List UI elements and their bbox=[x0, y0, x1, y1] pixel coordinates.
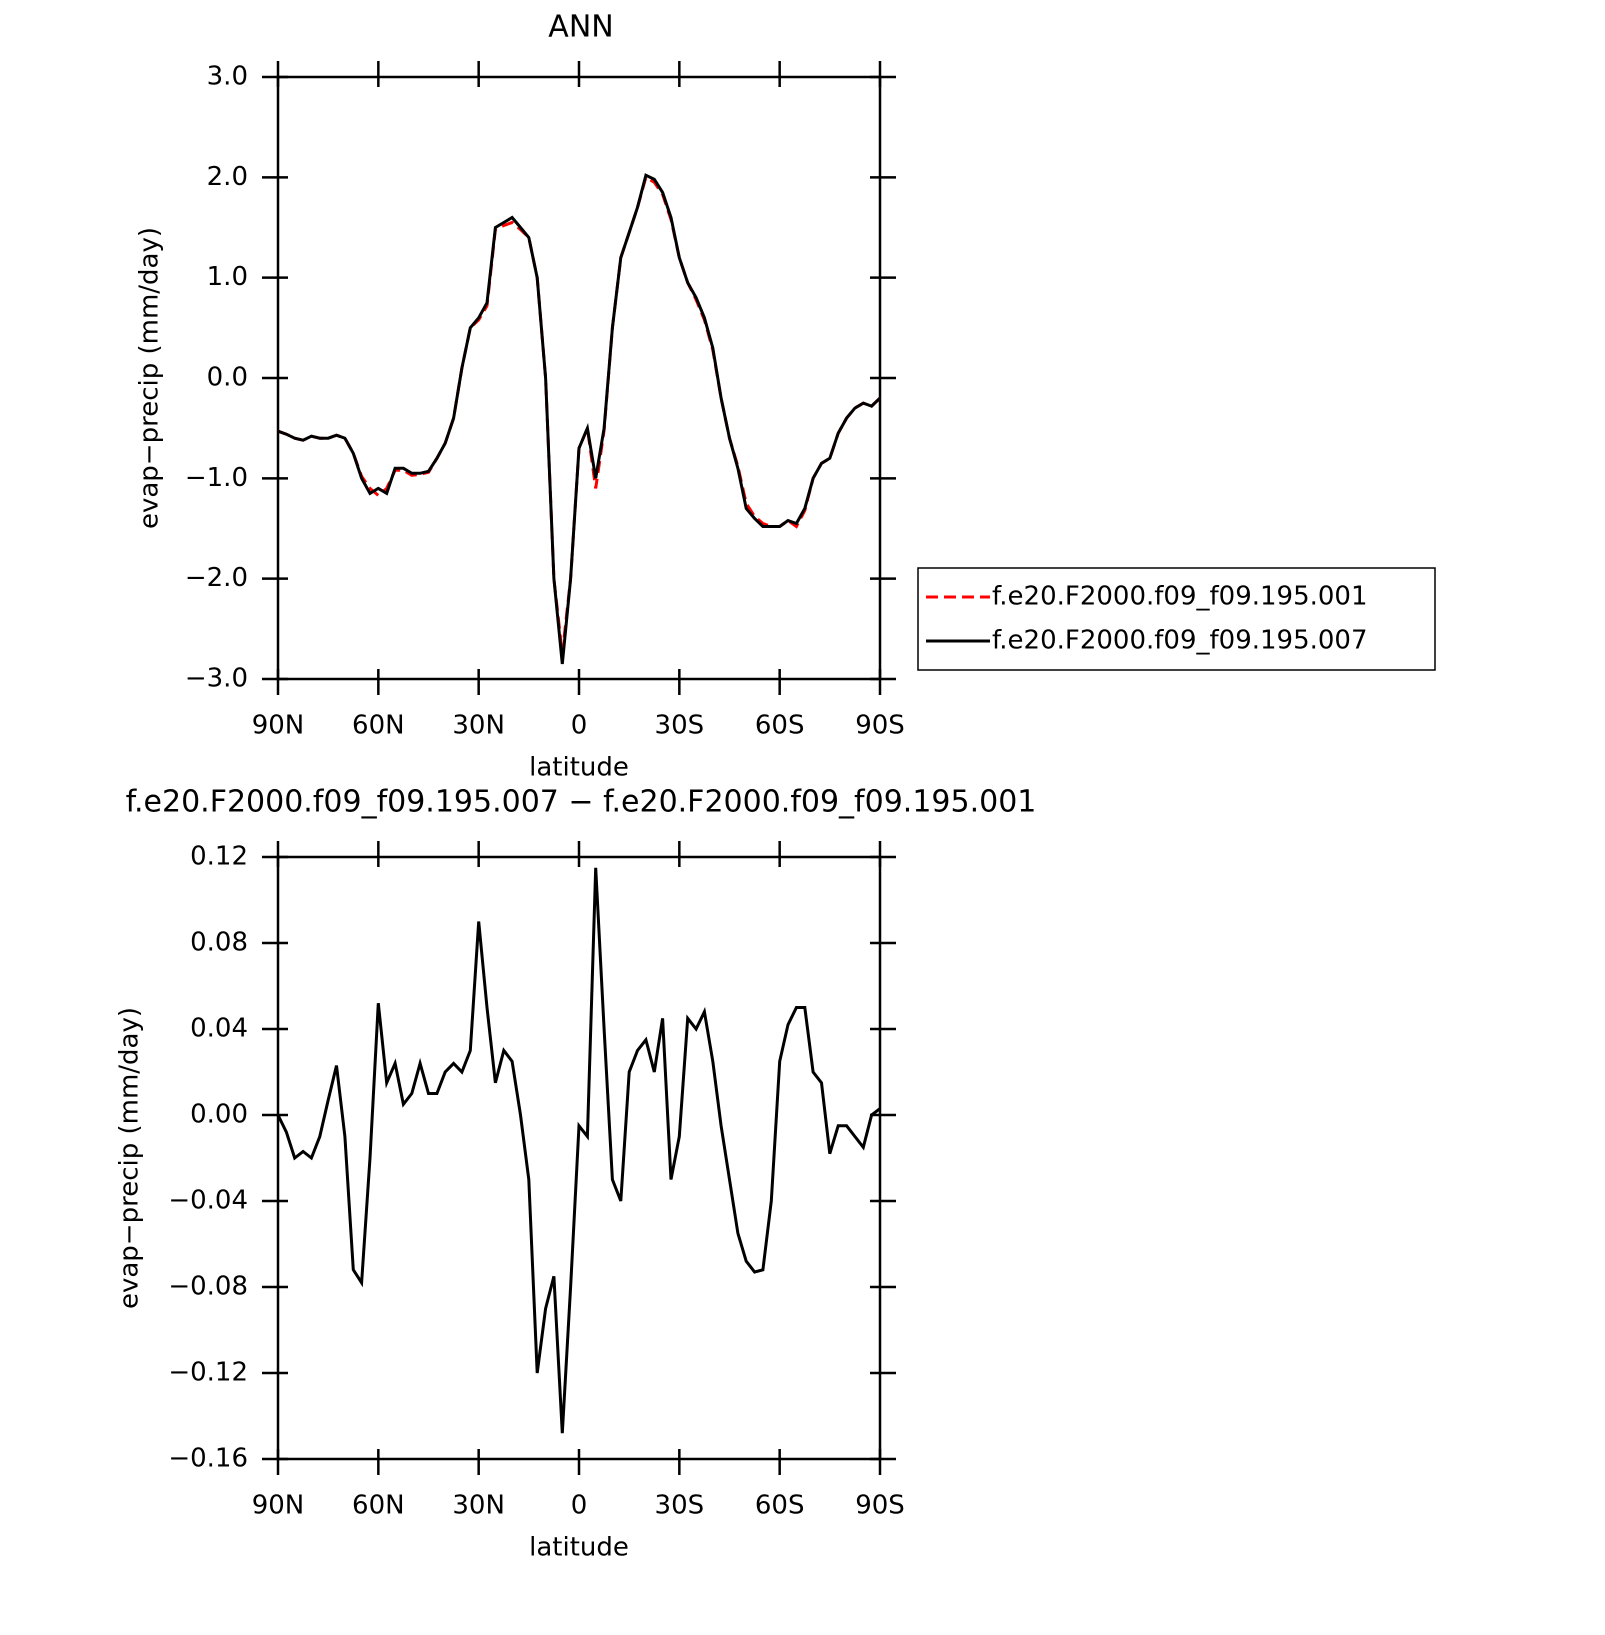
x-tick-label: 30S bbox=[655, 711, 705, 741]
x-tick-label: 0 bbox=[571, 1491, 588, 1521]
y-tick-label: −0.16 bbox=[168, 1444, 248, 1474]
data-line bbox=[276, 867, 881, 1434]
y-tick-label: −0.12 bbox=[168, 1358, 248, 1388]
y-tick-label: 0.0 bbox=[207, 363, 248, 393]
chart-title: ANN bbox=[548, 10, 613, 45]
x-tick-label: 0 bbox=[571, 711, 588, 741]
y-tick-label: 0.12 bbox=[190, 842, 248, 872]
y-tick-label: 0.00 bbox=[190, 1100, 248, 1130]
x-tick-label: 90S bbox=[855, 1491, 905, 1521]
x-tick-label: 60S bbox=[755, 711, 805, 741]
x-tick-label: 90N bbox=[252, 711, 305, 741]
data-line bbox=[277, 175, 882, 655]
y-axis-label: evap−precip (mm/day) bbox=[135, 227, 165, 529]
x-tick-label: 30S bbox=[655, 1491, 705, 1521]
legend-box bbox=[917, 567, 1436, 671]
chart-title: f.e20.F2000.f09_f09.195.007 − f.e20.F200… bbox=[126, 785, 1037, 820]
x-tick-label: 60N bbox=[352, 711, 405, 741]
x-tick-label: 30N bbox=[452, 711, 505, 741]
y-tick-label: −0.04 bbox=[168, 1186, 248, 1216]
legend-label: f.e20.F2000.f09_f09.195.001 bbox=[992, 582, 1368, 612]
plot-frame bbox=[276, 855, 882, 1461]
x-tick-label: 90N bbox=[252, 1491, 305, 1521]
y-axis-label: evap−precip (mm/day) bbox=[115, 1007, 145, 1309]
y-tick-label: 0.08 bbox=[190, 928, 248, 958]
x-tick-label: 60S bbox=[755, 1491, 805, 1521]
y-tick-label: −0.08 bbox=[168, 1272, 248, 1302]
x-tick-label: 60N bbox=[352, 1491, 405, 1521]
plot-frame bbox=[276, 75, 882, 681]
y-tick-label: 3.0 bbox=[207, 62, 248, 92]
x-axis-label: latitude bbox=[529, 753, 629, 783]
x-tick-label: 30N bbox=[452, 1491, 505, 1521]
y-tick-label: 0.04 bbox=[190, 1014, 248, 1044]
legend-label: f.e20.F2000.f09_f09.195.007 bbox=[992, 626, 1368, 656]
y-tick-label: −3.0 bbox=[185, 664, 248, 694]
x-tick-label: 90S bbox=[855, 711, 905, 741]
y-tick-label: −1.0 bbox=[185, 463, 248, 493]
x-axis-label: latitude bbox=[529, 1533, 629, 1563]
y-tick-label: 1.0 bbox=[207, 262, 248, 292]
y-tick-label: 2.0 bbox=[207, 162, 248, 192]
y-tick-label: −2.0 bbox=[185, 563, 248, 593]
data-line bbox=[277, 173, 882, 665]
